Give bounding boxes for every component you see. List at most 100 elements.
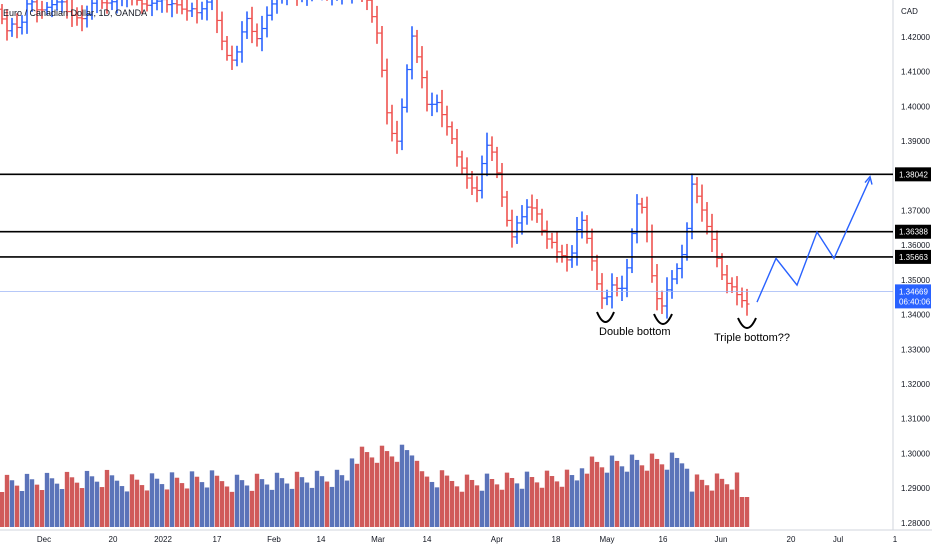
volume-bar: [264, 484, 270, 527]
projection-path[interactable]: [756, 178, 871, 303]
ohlc-bar: [19, 15, 25, 35]
ohlc-bar: [259, 15, 265, 52]
price-tick-label: 1.39000: [901, 137, 930, 146]
ohlc-bar: [674, 263, 680, 285]
ohlc-bar: [29, 0, 35, 12]
ohlc-bar: [114, 0, 118, 14]
time-tick-label: 2022: [154, 535, 172, 544]
ohlc-bar: [434, 94, 440, 113]
volume-bar: [59, 489, 65, 527]
price-tick-label: 1.40000: [901, 102, 930, 111]
ohlc-bar: [131, 0, 133, 6]
ohlc-bar: [409, 26, 415, 80]
volume-bar: [444, 475, 450, 527]
ohlc-bar: [424, 70, 430, 112]
ohlc-bar: [534, 199, 540, 223]
volume-bar: [239, 480, 245, 527]
ohlc-bar: [159, 0, 165, 13]
volume-bar: [289, 488, 295, 527]
price-tick-label: 1.31000: [901, 415, 930, 424]
current-price-tag: [895, 284, 931, 309]
volume-bar: [684, 468, 690, 527]
ohlc-bar: [306, 0, 308, 6]
ohlc-bar: [89, 0, 95, 20]
ohlc-bar: [744, 288, 750, 316]
ohlc-bar: [694, 177, 700, 204]
ohlc-bar: [459, 150, 465, 175]
time-axis[interactable]: Dec 20 2022 17 Feb 14 Mar 14 Apr 18 May 16 Jun 20 Jul 1: [37, 535, 898, 544]
volume-bar: [294, 471, 300, 527]
volume-bar: [614, 460, 620, 527]
time-tick-label: 17: [213, 535, 222, 544]
ohlc-bar: [264, 6, 270, 38]
ohlc-bar: [4, 9, 10, 41]
level-price-tag: [895, 249, 931, 264]
volume-bar: [319, 476, 325, 527]
ohlc-bar: [614, 277, 620, 297]
price-axis[interactable]: 1.42000 1.41000 1.40000 1.39000 1.37000 1.360…: [901, 33, 930, 528]
ohlc-bar: [34, 0, 40, 23]
ohlc-bar: [366, 0, 370, 11]
volume-bar: [169, 472, 175, 527]
volume-bar: [699, 479, 705, 527]
ohlc-bar: [404, 64, 410, 113]
volume-bar: [19, 491, 25, 527]
time-tick-label: 20: [109, 535, 118, 544]
price-bars: [0, 0, 750, 319]
volume-bar: [489, 478, 495, 527]
volume-bar: [554, 481, 560, 527]
ohlc-bar: [634, 194, 640, 244]
ohlc-bar: [439, 89, 445, 128]
ohlc-bar: [126, 0, 128, 8]
ohlc-bar: [229, 45, 235, 70]
volume-bar: [639, 465, 645, 527]
volume-bar: [459, 491, 465, 527]
ohlc-bar: [704, 202, 710, 235]
volume-bar: [404, 450, 410, 527]
ohlc-bar: [149, 0, 155, 17]
volume-bar: [79, 488, 85, 527]
ohlc-bar: [94, 0, 98, 14]
volume-bar: [494, 484, 500, 527]
volume-bar: [384, 451, 390, 527]
ohlc-bar: [604, 289, 610, 306]
ohlc-bar: [136, 0, 140, 6]
volume-bar: [279, 478, 285, 527]
time-tick-label: Jun: [715, 535, 728, 544]
ohlc-bar: [0, 4, 5, 25]
ohlc-bar: [269, 0, 275, 21]
ohlc-bar: [479, 155, 485, 199]
current-price-label: 1.34669: [899, 287, 928, 296]
price-tick-label: 1.30000: [901, 449, 930, 458]
volume-bar: [694, 474, 700, 527]
volume-bar: [594, 461, 600, 527]
ohlc-bar: [74, 7, 80, 26]
volume-bar: [24, 473, 30, 527]
volume-bar: [159, 484, 165, 527]
volume-bar: [274, 472, 280, 527]
volume-bar: [309, 487, 315, 527]
volume-bar: [4, 474, 10, 527]
ohlc-bar: [109, 0, 115, 11]
ohlc-bar: [509, 209, 515, 248]
volume-bar: [434, 487, 440, 527]
price-tick-label: 1.34000: [901, 311, 930, 320]
volume-pane: [0, 444, 750, 527]
level-price-tag: [895, 224, 931, 239]
ohlc-bar: [296, 0, 298, 6]
ohlc-bar: [729, 277, 735, 293]
volume-bar: [584, 473, 590, 527]
volume-bar: [114, 480, 120, 527]
ohlc-bar: [564, 243, 570, 272]
ohlc-bar: [54, 0, 60, 11]
volume-bar: [204, 487, 210, 527]
ohlc-bar: [84, 5, 90, 28]
time-tick-label: Mar: [371, 535, 385, 544]
ohlc-bar: [679, 244, 685, 279]
ohlc-bar: [189, 2, 195, 17]
ohlc-bar: [274, 0, 278, 14]
